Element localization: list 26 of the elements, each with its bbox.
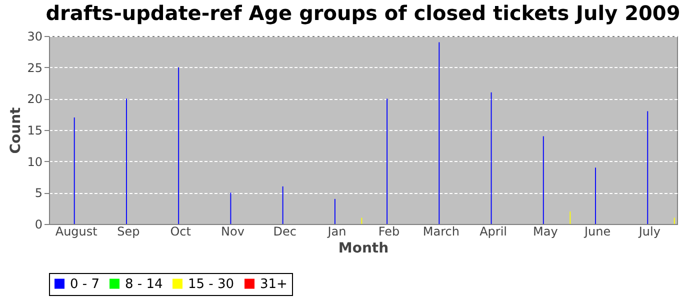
x-tick-label: April [480, 224, 508, 238]
y-tick-label: 20 [27, 92, 42, 106]
y-tick-label: 0 [34, 218, 42, 232]
x-tick-label: Jan [326, 224, 346, 238]
y-tick-label: 10 [27, 154, 42, 169]
x-axis-title: Month [338, 240, 389, 256]
x-tick-label: Feb [378, 224, 400, 238]
chart-title: drafts-update-ref Age groups of closed tickets July 2009 [46, 1, 680, 25]
x-tick-label: May [533, 224, 558, 238]
x-tick-label: June [583, 224, 611, 238]
x-tick-label: August [55, 224, 98, 238]
x-tick-label: Oct [170, 224, 192, 238]
y-axis-title: Count [8, 106, 24, 154]
x-tick-label: July [638, 224, 660, 238]
x-tick-label: Sep [117, 224, 140, 238]
y-tick-label: 30 [27, 30, 42, 44]
y-tick-label: 5 [34, 186, 42, 200]
x-tick-label: Nov [221, 224, 244, 238]
x-tick-label: Dec [273, 224, 296, 238]
legend-label: 8 - 14 [125, 276, 163, 292]
y-tick-label: 25 [27, 60, 42, 75]
legend-label: 15 - 30 [188, 276, 234, 292]
legend-label: 0 - 7 [70, 276, 100, 292]
x-tick-label: March [422, 224, 460, 238]
y-tick-label: 15 [27, 124, 42, 138]
legend-label: 31+ [260, 276, 288, 292]
